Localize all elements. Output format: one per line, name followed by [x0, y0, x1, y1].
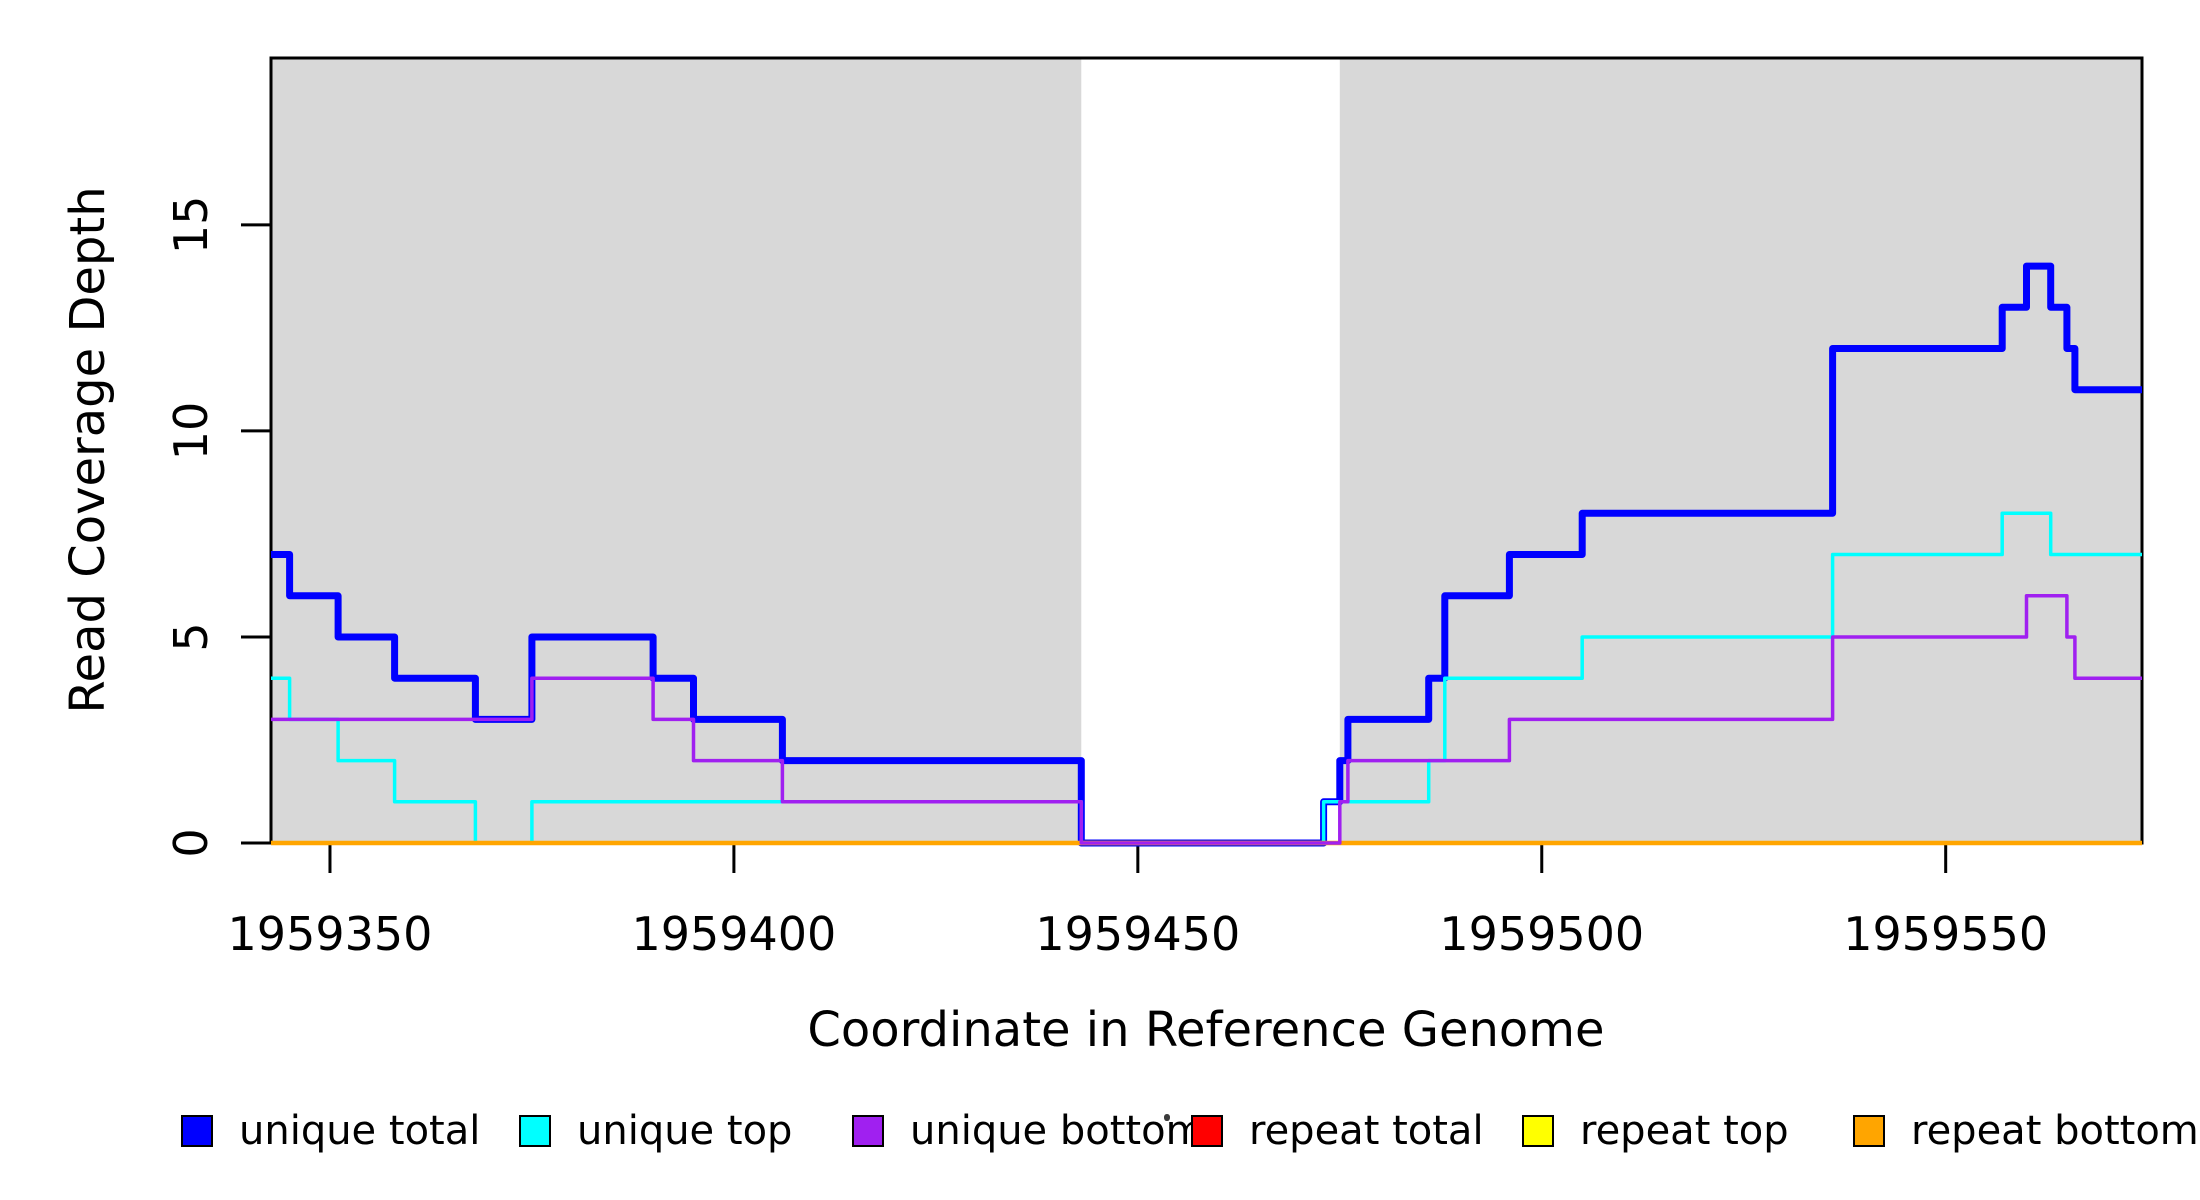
legend-entry-unique-bottom: unique bottom — [852, 1105, 1205, 1157]
legend-entry-repeat-total: repeat total — [1191, 1105, 1484, 1157]
y-tick-label: 5 — [164, 622, 218, 651]
x-tick-label: 1959550 — [1843, 907, 2048, 961]
series-unique-top — [271, 511, 2142, 845]
legend-entry-repeat-bottom: repeat bottom — [1853, 1105, 2199, 1157]
y-tick-label: 10 — [164, 402, 218, 461]
x-tick-label: 1959400 — [631, 907, 836, 961]
series-unique-total — [271, 262, 2142, 847]
x-tick-label: 1959350 — [228, 907, 433, 961]
legend-swatch-repeat-total — [1191, 1115, 1223, 1147]
legend-swatch-repeat-top — [1522, 1115, 1554, 1147]
legend-swatch-unique-bottom — [852, 1115, 884, 1147]
legend-label: unique top — [577, 1108, 793, 1154]
legend-label: unique total — [239, 1108, 481, 1154]
legend-label: repeat top — [1580, 1108, 1789, 1154]
legend-label: repeat bottom — [1911, 1108, 2199, 1154]
series-unique-bottom — [271, 594, 2142, 845]
legend-entry-unique-top: unique top — [519, 1105, 792, 1157]
x-tick-label: 1959450 — [1035, 907, 1240, 961]
legend-swatch-unique-total — [181, 1115, 213, 1147]
x-tick-label: 1959500 — [1439, 907, 1644, 961]
y-tick-label: 0 — [164, 828, 218, 857]
legend-entry-unique-total: unique total — [181, 1105, 480, 1157]
legend-entry-repeat-top: repeat top — [1522, 1105, 1789, 1157]
unique-region-right — [1339, 58, 2142, 843]
y-tick-label: 15 — [164, 196, 218, 255]
legend-label: unique bottom — [910, 1108, 1205, 1154]
x-axis-title: Coordinate in Reference Genome — [807, 1002, 1605, 1058]
y-axis-title: Read Coverage Depth — [60, 186, 116, 714]
unique-region-left — [271, 58, 1082, 843]
legend-label: repeat total — [1249, 1108, 1484, 1154]
stray-dot — [1164, 1114, 1170, 1121]
legend-swatch-unique-top — [519, 1115, 551, 1147]
legend-swatch-repeat-bottom — [1853, 1115, 1885, 1147]
